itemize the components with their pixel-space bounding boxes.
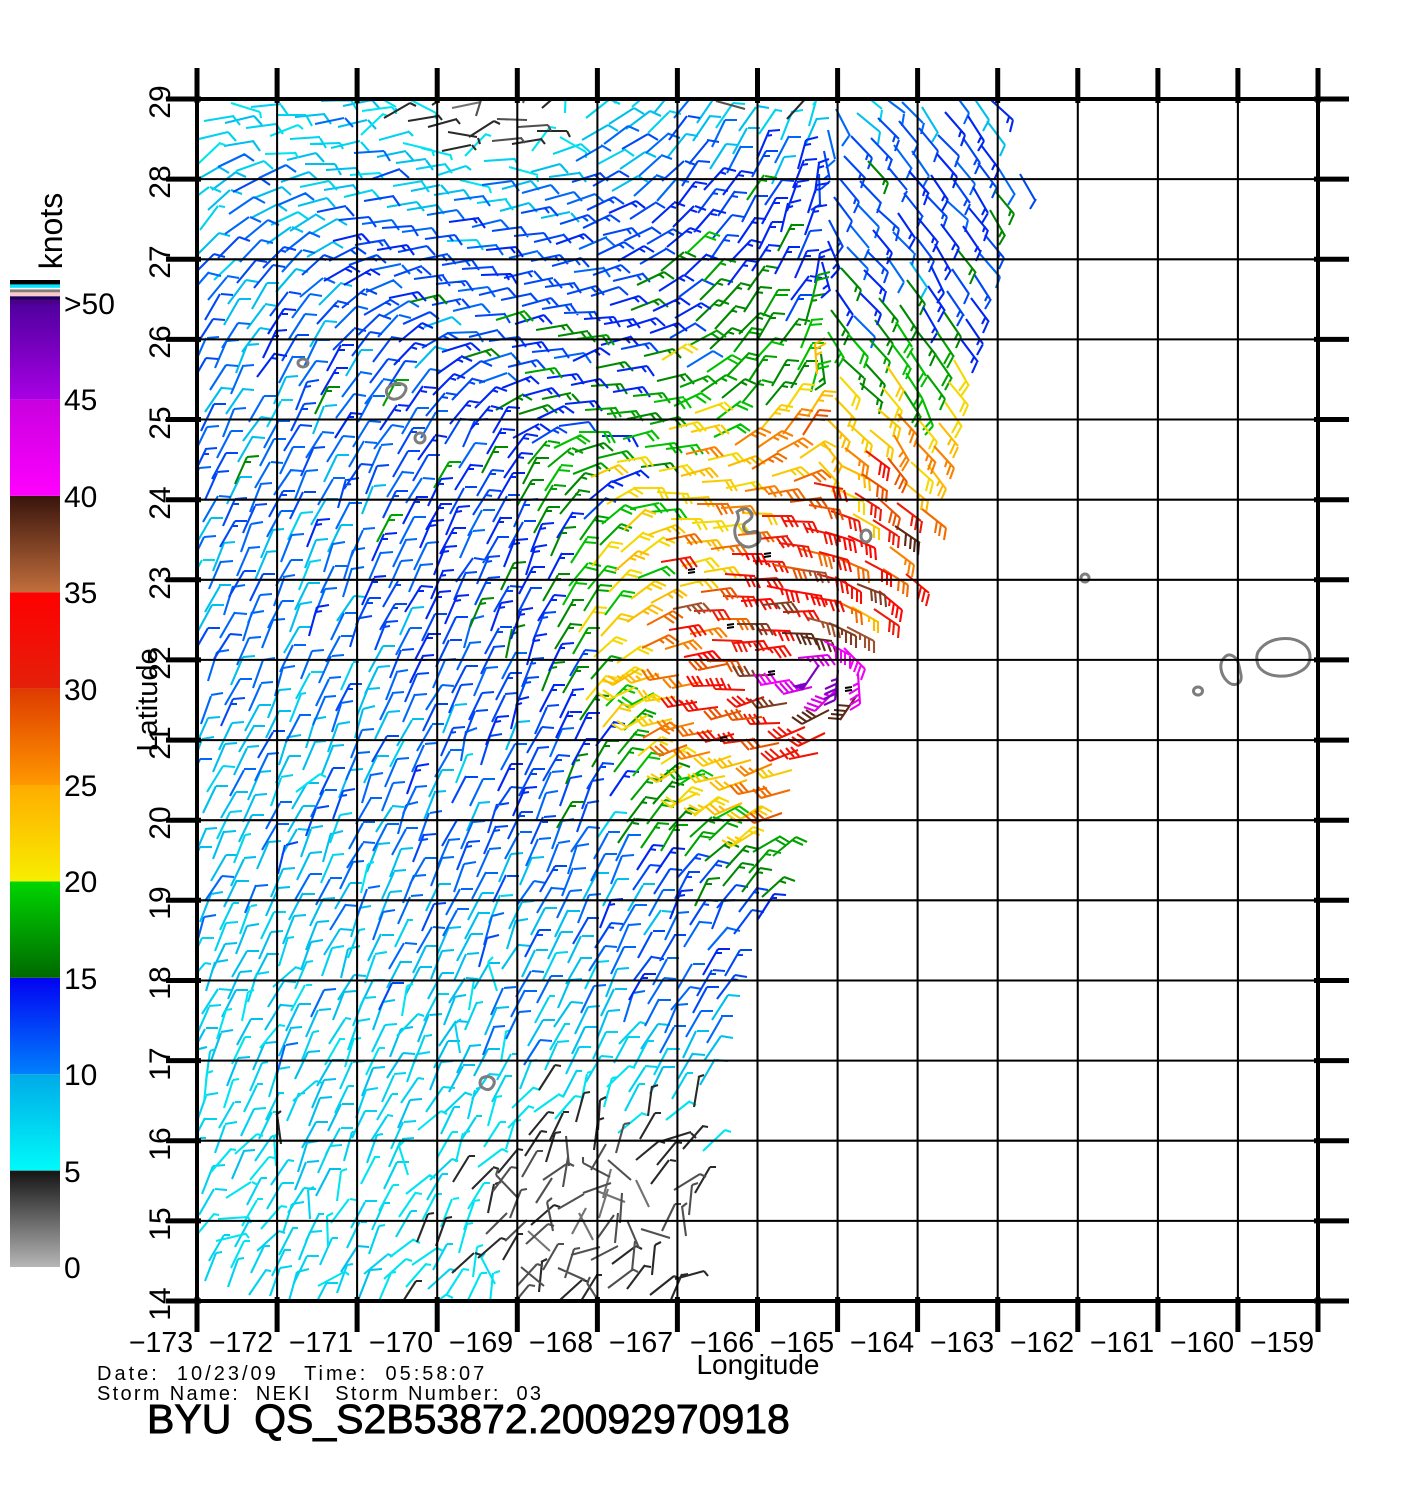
svg-text:35: 35 [64, 577, 97, 610]
svg-text:−161: −161 [1090, 1327, 1154, 1359]
svg-text:15: 15 [144, 1207, 177, 1240]
svg-text:−162: −162 [1010, 1327, 1074, 1359]
svg-text:−172: −172 [209, 1327, 273, 1359]
svg-text:−171: −171 [289, 1327, 353, 1359]
svg-text:BYU QS_S2B53872.20092970918: BYU QS_S2B53872.20092970918 [147, 1396, 790, 1442]
svg-text:25: 25 [144, 406, 177, 439]
svg-text:29: 29 [144, 85, 177, 118]
svg-text:Date: 10/23/09 Time: 05:58: Date: 10/23/09 Time: 05:58:07 [97, 1363, 487, 1385]
svg-text:19: 19 [144, 886, 177, 919]
svg-text:Storm Name: NEKI Storm Numb: Storm Name: NEKI Storm Number: 03 [97, 1383, 543, 1405]
svg-text:−159: −159 [1250, 1327, 1314, 1359]
svg-text:28: 28 [144, 165, 177, 198]
svg-text:−163: −163 [930, 1327, 994, 1359]
svg-text:−164: −164 [850, 1327, 914, 1359]
svg-text:−160: −160 [1170, 1327, 1234, 1359]
svg-text:5: 5 [64, 1156, 81, 1189]
svg-text:20: 20 [144, 806, 177, 839]
svg-text:30: 30 [64, 674, 97, 707]
svg-text:22: 22 [144, 646, 177, 679]
svg-text:−169: −169 [449, 1327, 513, 1359]
svg-text:Latitude: Latitude [132, 648, 164, 751]
svg-text:25: 25 [64, 770, 97, 803]
svg-text:−173: −173 [129, 1327, 193, 1359]
svg-text:26: 26 [144, 325, 177, 358]
svg-text:10: 10 [64, 1059, 97, 1092]
svg-text:27: 27 [144, 245, 177, 278]
svg-text:−166: −166 [690, 1327, 754, 1359]
svg-text:−165: −165 [770, 1327, 834, 1359]
svg-text:45: 45 [64, 384, 97, 417]
svg-text:18: 18 [144, 966, 177, 999]
svg-text:−170: −170 [369, 1327, 433, 1359]
svg-text:24: 24 [144, 486, 177, 519]
svg-text:21: 21 [144, 726, 177, 759]
svg-text:14: 14 [144, 1287, 177, 1320]
svg-text:20: 20 [64, 866, 97, 899]
svg-text:16: 16 [144, 1127, 177, 1160]
svg-text:23: 23 [144, 566, 177, 599]
svg-text:>50: >50 [64, 288, 115, 321]
svg-text:17: 17 [144, 1047, 177, 1080]
svg-text:−167: −167 [609, 1327, 673, 1359]
svg-text:Longitude: Longitude [696, 1349, 819, 1380]
svg-text:15: 15 [64, 963, 97, 996]
svg-text:40: 40 [64, 481, 97, 514]
svg-text:−168: −168 [529, 1327, 593, 1359]
svg-text:knots: knots [33, 193, 69, 269]
svg-text:0: 0 [64, 1252, 81, 1285]
